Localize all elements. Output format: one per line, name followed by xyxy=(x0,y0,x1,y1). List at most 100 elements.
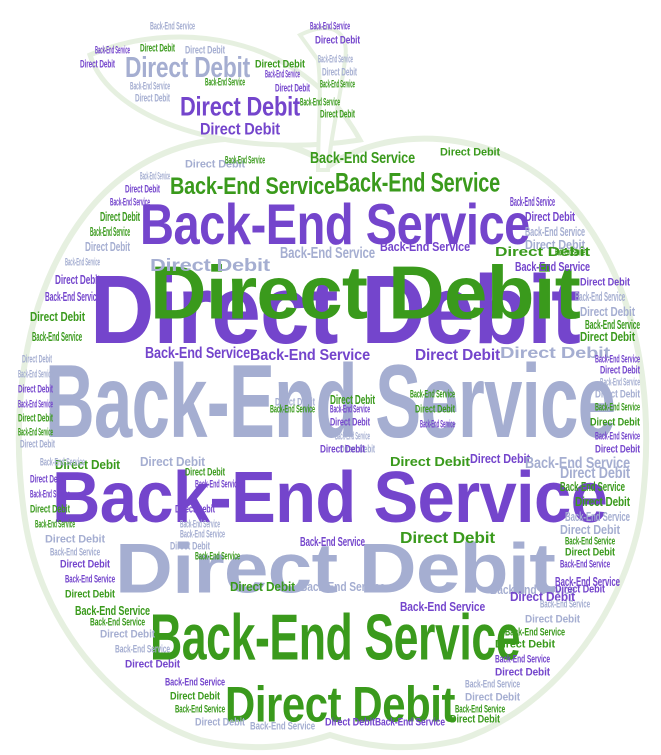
word-back-end-service: Back-End Service xyxy=(300,96,341,109)
word-back-end-service: Back-End Service xyxy=(30,488,71,501)
word-direct-debit: Direct Debit xyxy=(575,493,630,510)
word-direct-debit: Direct Debit xyxy=(100,208,141,225)
word-back-end-service: Back-End Service xyxy=(32,328,83,345)
word-back-end-service: Back-End Service xyxy=(320,78,355,91)
word-direct-debit: Direct Debit xyxy=(185,158,245,171)
word-back-end-service: Back-End Service xyxy=(455,703,505,716)
word-back-end-service: Back-End Service xyxy=(410,388,456,401)
word-direct-debit: Direct Debit xyxy=(230,578,295,595)
word-back-end-service: Back-End Service xyxy=(165,676,226,689)
word-back-end-service: Back-End Service xyxy=(195,550,241,563)
word-back-end-service: Back-End Service xyxy=(600,376,641,389)
word-direct-debit: Direct Debit xyxy=(45,533,105,546)
apple-stem-outline xyxy=(297,26,348,172)
word-back-end-service: Back-End Service xyxy=(595,430,641,443)
word-direct-debit: Direct Debit xyxy=(140,42,175,55)
word-back-end-service: Back-End Service xyxy=(18,368,53,381)
word-back-end-service: Back-End Service xyxy=(555,573,620,590)
word-direct-debit: Direct Debit xyxy=(565,546,615,559)
word-back-end-service: Back-End Service xyxy=(420,418,455,431)
word-direct-debit: Direct Debit xyxy=(65,588,115,601)
word-direct-debit: Direct Debit xyxy=(495,243,590,260)
word-direct-debit: Direct Debit xyxy=(500,343,610,362)
word-direct-debit: Direct Debit xyxy=(85,238,131,255)
word-direct-debit: Direct Debit xyxy=(325,716,375,729)
word-back-end-service: Back-End Service xyxy=(18,426,53,439)
word-back-end-service: Back-End Service xyxy=(300,533,365,550)
word-direct-debit: Direct Debit xyxy=(80,58,115,71)
word-direct-debit: Direct Debit xyxy=(255,58,305,71)
word-back-end-service: Back-End Service xyxy=(195,478,241,491)
word-back-end-service: Back-End Service xyxy=(318,53,353,66)
word-back-end-service: Back-End Service xyxy=(330,403,371,416)
word-back-end-service: Back-End Service xyxy=(595,353,641,366)
word-back-end-service: Back-End Service xyxy=(75,602,150,619)
word-direct-debit: Direct Debit xyxy=(525,613,580,626)
word-back-end-service: Back-End Service xyxy=(595,401,641,414)
word-back-end-service: Back-End Service xyxy=(40,456,86,469)
apple-leaf-outline xyxy=(86,34,364,148)
word-direct-debit: Direct Debit xyxy=(555,583,605,596)
word-direct-debit: Direct Debit xyxy=(590,416,640,429)
word-back-end-service: Back-End Service xyxy=(560,478,625,495)
word-back-end-service: Back-End Service xyxy=(525,223,585,240)
word-direct-debit: Direct Debit xyxy=(560,521,620,538)
word-direct-debit: Direct Debit xyxy=(320,108,355,121)
word-back-end-service: Back-End Service xyxy=(110,196,151,209)
word-direct-debit: Direct Debit xyxy=(470,450,530,467)
word-back-end-service: Back-End Service xyxy=(52,455,608,538)
word-direct-debit: Direct Debit xyxy=(55,271,101,288)
word-back-end-service: Back-End Service xyxy=(400,598,486,615)
word-back-end-service: Back-End Service xyxy=(565,508,630,525)
apple-body-outline xyxy=(15,135,650,751)
word-direct-debit: Direct Debit xyxy=(100,628,155,641)
word-back-end-service: Back-End Service xyxy=(250,345,370,364)
word-direct-debit: Direct Debit xyxy=(595,443,640,456)
word-back-end-service: Back-End Service xyxy=(265,68,300,81)
word-back-end-service: Back-End Service xyxy=(375,716,445,729)
word-back-end-service: Back-End Service xyxy=(90,223,130,240)
word-direct-debit: Direct Debit xyxy=(440,146,500,159)
word-direct-debit: Direct Debit xyxy=(450,713,500,726)
word-back-end-service: Back-End Service xyxy=(310,20,351,33)
word-back-end-service: Back-End Service xyxy=(540,598,590,611)
word-direct-debit: Direct Debit xyxy=(185,44,225,57)
word-back-end-service: Back-End Service xyxy=(140,193,530,257)
word-back-end-service: Back-End Service xyxy=(505,626,566,639)
word-back-end-service: Back-End Service xyxy=(115,643,171,656)
word-back-end-service: Back-End Service xyxy=(50,546,100,559)
word-direct-debit: Direct Debit xyxy=(30,473,65,486)
word-direct-debit: Direct Debit xyxy=(140,453,205,470)
word-direct-debit: Direct Debit xyxy=(580,328,635,345)
word-back-end-service: Back-End Service xyxy=(465,678,521,691)
word-direct-debit: Direct Debit xyxy=(200,118,280,138)
word-direct-debit: Direct Debit xyxy=(90,256,581,365)
word-direct-debit: Direct Debit xyxy=(30,503,70,516)
word-direct-debit: Direct Debit xyxy=(115,530,556,609)
word-back-end-service: Back-End Service xyxy=(150,20,196,33)
word-direct-debit: Direct Debit xyxy=(320,443,365,456)
word-direct-debit: Direct Debit xyxy=(322,66,357,79)
word-back-end-service: Back-End Service xyxy=(35,518,76,531)
word-back-end-service: Back-End Service xyxy=(65,256,100,269)
word-back-end-service: Back-End Service xyxy=(575,288,626,305)
word-back-end-service: Back-End Service xyxy=(335,167,501,198)
word-back-end-service: Back-End Service xyxy=(525,453,631,472)
word-direct-debit: Direct Debit xyxy=(125,183,160,196)
word-direct-debit: Direct Debit xyxy=(495,638,555,651)
word-direct-debit: Direct Debit xyxy=(195,716,245,729)
word-direct-debit: Direct Debit xyxy=(170,540,210,553)
word-direct-debit: Direct Debit xyxy=(600,364,640,377)
word-back-end-service: Back-End Service xyxy=(140,170,171,183)
word-back-end-service: Back-End Service xyxy=(18,398,53,411)
word-direct-debit: Direct Debit xyxy=(125,51,250,84)
word-back-end-service: Back-End Service xyxy=(175,703,225,716)
word-back-end-service: Back-End Service xyxy=(280,243,376,262)
word-back-end-service: Back-End Service xyxy=(205,76,246,89)
word-direct-debit: Direct Debit xyxy=(18,412,53,425)
word-direct-debit: Direct Debit xyxy=(180,91,300,122)
word-direct-debit: Direct Debit xyxy=(30,308,85,325)
word-back-end-service: Back-End Service xyxy=(310,148,416,167)
